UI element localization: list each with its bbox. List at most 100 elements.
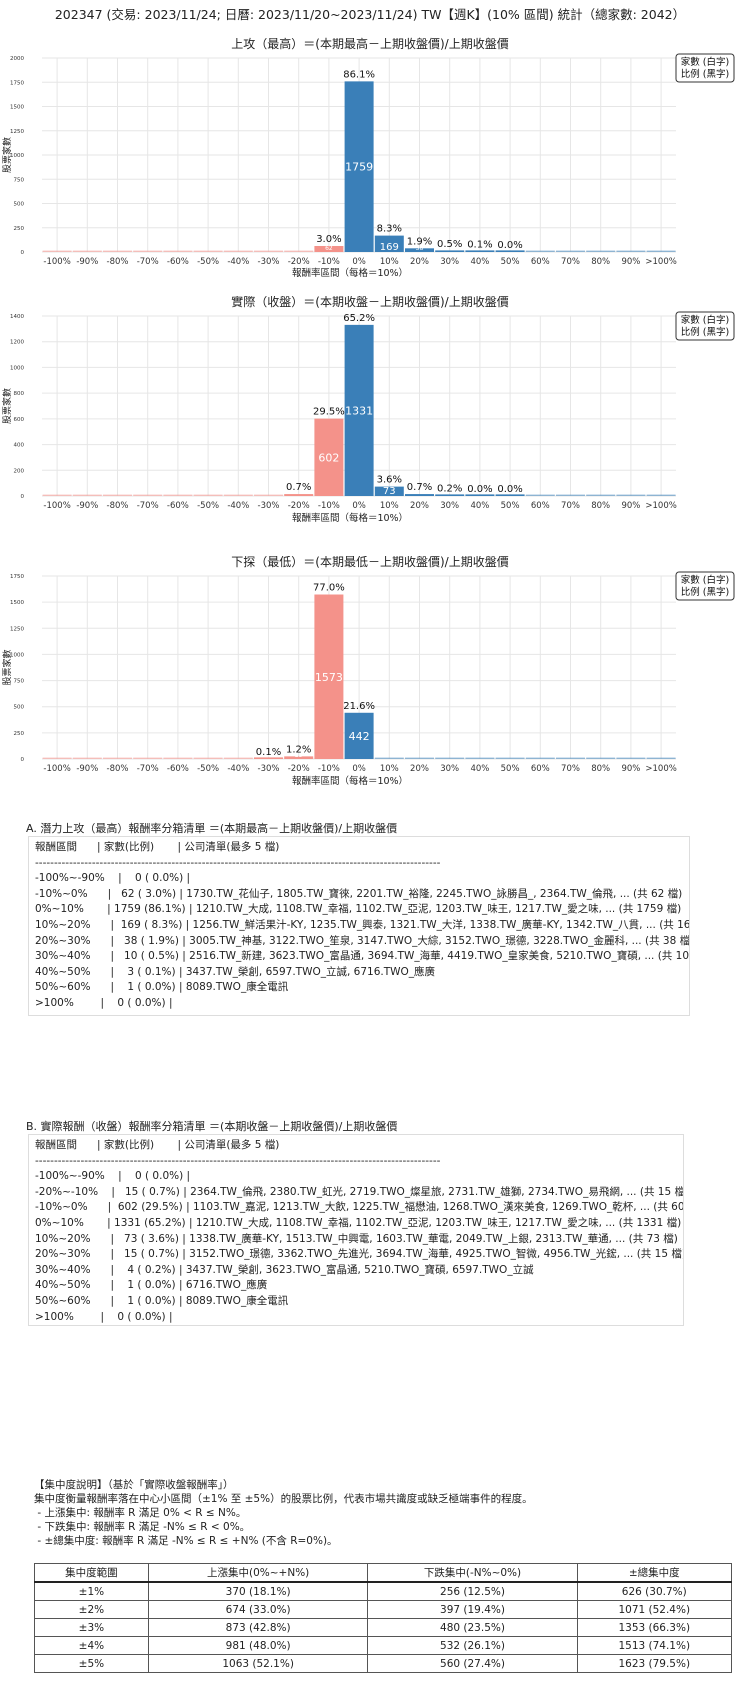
y-tick-label: 250 (14, 731, 25, 737)
bar-pct-label: 29.5% (313, 407, 345, 418)
bar (465, 758, 494, 759)
x-tick-label: 70% (561, 257, 580, 267)
section-a-line: >100% | 0 ( 0.0%) | (35, 996, 683, 1012)
bar-pct-label: 86.1% (343, 69, 375, 80)
x-tick-label: 60% (531, 501, 550, 511)
bar-count-label: 1573 (315, 671, 343, 684)
table-cell: ±5% (35, 1655, 149, 1673)
bar (194, 758, 223, 759)
y-tick-label: 0 (21, 250, 25, 256)
x-tick-label: 0% (352, 501, 366, 511)
y-tick-label: 750 (14, 679, 25, 685)
bar-pct-label: 1.9% (407, 236, 432, 247)
section-b-list: 報酬區間 | 家數(比例) | 公司清單(最多 5 檔) ------------… (28, 1134, 684, 1326)
legend-entry: 家數 (白字) (681, 314, 729, 326)
y-tick-label: 200 (14, 468, 25, 474)
table-cell: 560 (27.4%) (368, 1655, 577, 1673)
bar (73, 758, 102, 759)
section-a-line: 50%~60% | 1 ( 0.0%) | 8089.TWO_康全電訊 (35, 980, 683, 996)
table-cell: 1513 (74.1%) (577, 1637, 731, 1655)
x-tick-label: -10% (318, 764, 340, 774)
legend: 家數 (白字)比例 (黑字) (676, 54, 734, 82)
table-header-cell: 下跌集中(-N%~0%) (368, 1564, 577, 1583)
table-cell: 1063 (52.1%) (148, 1655, 368, 1673)
y-tick-label: 500 (14, 202, 25, 208)
y-tick-label: 800 (14, 391, 25, 397)
legend-entry: 家數 (白字) (681, 574, 729, 586)
y-tick-label: 600 (14, 417, 25, 423)
bar (586, 758, 615, 759)
x-tick-label: -20% (288, 764, 310, 774)
y-tick-label: 1250 (10, 626, 24, 632)
x-tick-label: 60% (531, 257, 550, 267)
bar (133, 495, 162, 496)
x-tick-label: -80% (107, 257, 129, 267)
chart-close: 0 200 400 600 800 1000 1200 1400 實際（收盤）＝(本期收盤－上期… (0, 296, 740, 556)
table-cell: 256 (12.5%) (368, 1582, 577, 1601)
x-tick-label: -30% (258, 501, 280, 511)
page-title: 202347 (交易: 2023/11/24; 日曆: 2023/11/20~2… (0, 4, 740, 23)
y-tick-label: 1000 (10, 365, 24, 371)
legend-entry: 家數 (白字) (681, 56, 729, 68)
x-tick-label: 50% (501, 764, 520, 774)
y-tick-label: 1250 (10, 129, 24, 135)
bar (616, 251, 645, 252)
bar-pct-label: 0.0% (497, 484, 522, 495)
bar (254, 251, 283, 252)
table-cell: 532 (26.1%) (368, 1637, 577, 1655)
bar (73, 251, 102, 252)
x-tick-label: 40% (470, 764, 489, 774)
bar (163, 758, 192, 759)
table-row: ±4% 981 (48.0%) 532 (26.1%) 1513 (74.1%) (35, 1637, 732, 1655)
y-tick-label: 1750 (10, 574, 24, 580)
x-tick-label: -90% (76, 764, 98, 774)
x-axis-label: 報酬率區間（每格＝10%） (292, 267, 408, 279)
y-tick-label: 1500 (10, 105, 24, 111)
bar (526, 495, 555, 496)
bar (284, 251, 313, 252)
section-b-line: 10%~20% | 73 ( 3.6%) | 1338.TW_廣華-KY, 15… (35, 1232, 677, 1248)
concentration-note-line: 【集中度說明】（基於「實際收盤報酬率」） (34, 1478, 533, 1492)
chart-title: 上攻（最高）＝(本期最高－上期收盤價)/上期收盤價 (231, 36, 508, 51)
x-tick-label: -30% (258, 257, 280, 267)
section-a-line: ----------------------------------------… (35, 856, 683, 872)
x-tick-label: -10% (318, 257, 340, 267)
concentration-note-line: 集中度衡量報酬率落在中心小區間（±1% 至 ±5%）的股票比例，代表市場共識度或… (34, 1492, 533, 1506)
table-cell: ±2% (35, 1601, 149, 1619)
x-tick-label: -90% (76, 501, 98, 511)
bar (224, 251, 253, 252)
bar (103, 758, 132, 759)
x-tick-label: -40% (227, 764, 249, 774)
x-tick-label: -80% (107, 764, 129, 774)
chart-low: 02505007501000125015001750下探（最低）＝(本期最低－上… (0, 556, 740, 818)
x-tick-label: -40% (227, 501, 249, 511)
table-cell: 1071 (52.4%) (577, 1601, 731, 1619)
bar (43, 758, 72, 759)
x-tick-label: 70% (561, 764, 580, 774)
bar (43, 495, 72, 496)
section-b-title: B. 實際報酬（收盤）報酬率分箱清單 ＝(本期收盤－上期收盤價)/上期收盤價 (26, 1118, 397, 1134)
table-cell: 397 (19.4%) (368, 1601, 577, 1619)
x-tick-label: -60% (167, 257, 189, 267)
x-tick-label: -90% (76, 257, 98, 267)
x-tick-label: 50% (501, 257, 520, 267)
x-tick-label: 0% (352, 257, 366, 267)
bar (556, 251, 585, 252)
bar (556, 495, 585, 496)
bar (375, 758, 404, 759)
x-axis-label: 報酬率區間（每格＝10%） (292, 775, 408, 787)
bar (163, 495, 192, 496)
x-tick-label: -70% (137, 501, 159, 511)
chart-title: 下探（最低）＝(本期最低－上期收盤價)/上期收盤價 (231, 556, 508, 569)
concentration-note-line: - ±總集中度: 報酬率 R 滿足 -N% ≤ R ≤ +N% (不含 R=0%… (34, 1534, 533, 1548)
bar-count-label: 1331 (345, 404, 373, 417)
x-tick-label: 10% (380, 257, 399, 267)
legend-entry: 比例 (黑字) (681, 326, 729, 338)
bar (647, 251, 676, 252)
section-a-line: 10%~20% | 169 ( 8.3%) | 1256.TW_鮮活果汁-KY,… (35, 918, 683, 934)
x-tick-label: 90% (621, 501, 640, 511)
section-b-line: >100% | 0 ( 0.0%) | (35, 1310, 677, 1326)
table-cell: 1623 (79.5%) (577, 1655, 731, 1673)
bar (224, 758, 253, 759)
concentration-note-line: - 上漲集中: 報酬率 R 滿足 0% < R ≤ N%。 (34, 1506, 533, 1520)
